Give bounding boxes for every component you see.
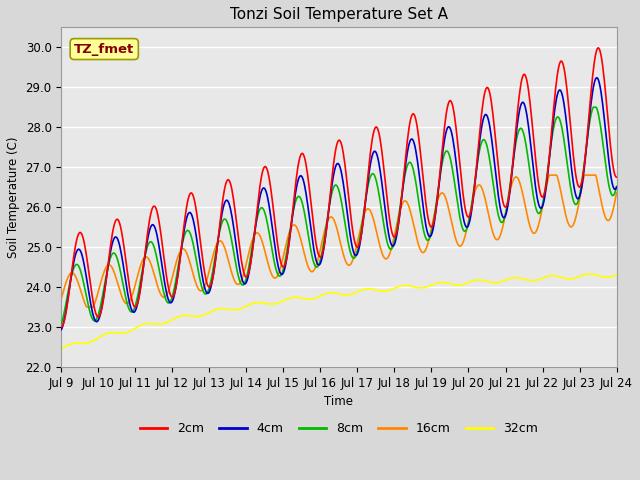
Text: TZ_fmet: TZ_fmet: [74, 43, 134, 56]
X-axis label: Time: Time: [324, 395, 353, 408]
Y-axis label: Soil Temperature (C): Soil Temperature (C): [7, 136, 20, 258]
Title: Tonzi Soil Temperature Set A: Tonzi Soil Temperature Set A: [230, 7, 448, 22]
Legend: 2cm, 4cm, 8cm, 16cm, 32cm: 2cm, 4cm, 8cm, 16cm, 32cm: [135, 418, 543, 440]
